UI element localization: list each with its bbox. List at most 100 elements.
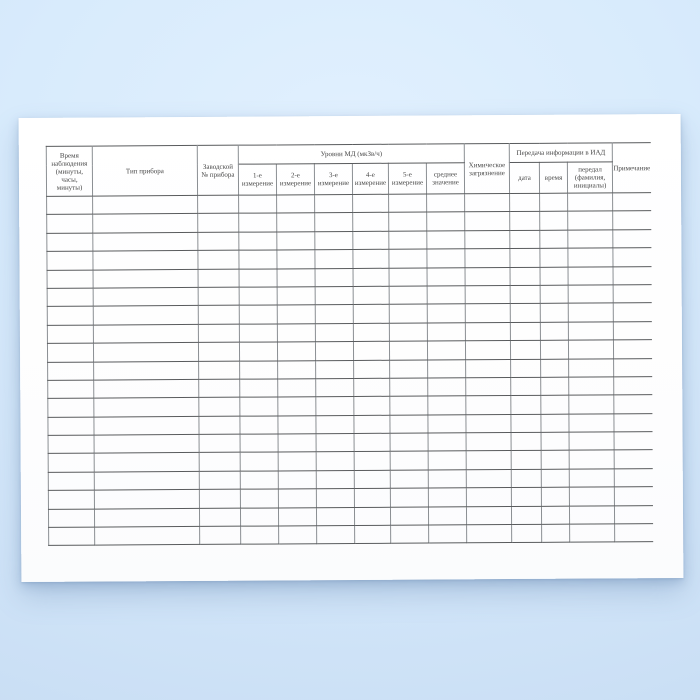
cell-measurement-1 <box>240 489 279 508</box>
header-group-iad-transfer: Передача информации в ИАД <box>509 142 613 163</box>
cell-transfer-date <box>511 432 542 451</box>
cell-measurement-5 <box>388 212 427 232</box>
cell-measurement-1 <box>238 250 278 269</box>
cell-transfer-date <box>511 524 542 543</box>
cell-measurement-5 <box>389 304 428 323</box>
cell-measurement-1 <box>240 507 279 527</box>
cell-factory-number <box>198 268 240 288</box>
cell-transfer-date <box>510 285 541 304</box>
cell-average-value <box>427 304 466 323</box>
cell-measurement-3 <box>316 525 355 545</box>
cell-measurement-2 <box>277 286 316 306</box>
cell-measurement-2 <box>278 470 317 490</box>
cell-transfer-time <box>540 358 569 378</box>
cell-measurement-4 <box>352 194 389 213</box>
table-row <box>48 523 653 546</box>
cell-average-value <box>428 488 467 507</box>
cell-notes <box>613 321 652 341</box>
cell-transfer-time <box>540 266 569 286</box>
cell-measurement-2 <box>276 249 316 269</box>
header-measurement-5: 5-е измерение <box>388 163 427 195</box>
cell-transfer-date <box>510 377 541 396</box>
cell-measurement-5 <box>389 322 428 342</box>
cell-measurement-2 <box>277 305 316 324</box>
header-measurement-4: 4-е измерение <box>352 163 389 195</box>
cell-factory-number <box>197 231 239 251</box>
cell-measurement-4 <box>353 304 390 324</box>
header-label-line: 1-е <box>252 171 262 180</box>
table-header: Время наблюдения (минуты, часы, минуты) Тип п… <box>46 142 651 197</box>
cell-average-value <box>428 469 467 489</box>
header-transfer-time: время <box>539 162 568 194</box>
cell-observation-time <box>46 232 93 252</box>
cell-measurement-2 <box>276 231 315 251</box>
cell-chemical-contamination <box>466 432 512 452</box>
cell-transfer-time <box>541 505 570 525</box>
cell-device-type <box>93 379 199 399</box>
cell-average-value <box>428 432 467 452</box>
header-label-line: измерение <box>241 179 274 188</box>
cell-transfer-date <box>509 248 541 268</box>
cell-transfer-date <box>510 266 541 286</box>
cell-chemical-contamination <box>464 211 510 231</box>
cell-measurement-1 <box>239 323 278 343</box>
cell-measurement-4 <box>354 488 391 508</box>
header-label-line: передал <box>578 165 602 174</box>
cell-measurement-3 <box>314 212 353 232</box>
cell-measurement-1 <box>239 397 278 416</box>
header-label-line: Тип прибора <box>125 166 164 175</box>
cell-measurement-3 <box>314 249 354 269</box>
cell-device-type <box>92 250 199 270</box>
cell-device-type <box>94 434 200 454</box>
cell-notes <box>613 376 652 396</box>
cell-notes <box>614 505 653 524</box>
cell-measurement-5 <box>390 525 429 544</box>
cell-measurement-3 <box>314 194 353 214</box>
cell-observation-time <box>47 398 94 418</box>
cell-measurement-1 <box>240 434 279 453</box>
cell-device-type <box>93 305 199 325</box>
cell-transfer-date <box>509 230 540 249</box>
cell-measurement-3 <box>315 341 354 361</box>
cell-measurement-2 <box>277 378 316 398</box>
cell-factory-number <box>197 250 240 269</box>
cell-chemical-contamination <box>465 377 511 397</box>
cell-measurement-4 <box>352 212 389 232</box>
cell-notes <box>613 266 652 285</box>
cell-measurement-2 <box>278 525 317 545</box>
cell-measurement-3 <box>314 231 353 250</box>
cell-measurement-1 <box>239 305 278 324</box>
cell-measurement-2 <box>277 323 316 343</box>
cell-factory-number <box>198 342 240 361</box>
cell-transfer-date <box>510 303 541 323</box>
cell-measurement-5 <box>388 230 427 250</box>
cell-device-type <box>93 360 199 380</box>
cell-measurement-3 <box>316 507 355 526</box>
cell-transfer-time <box>540 303 569 323</box>
cell-measurement-4 <box>354 506 391 526</box>
cell-chemical-contamination <box>466 469 512 489</box>
header-observation-time: Время наблюдения (минуты, часы, минуты) <box>46 146 93 197</box>
cell-measurement-3 <box>315 268 354 287</box>
cell-measurement-4 <box>353 396 390 416</box>
cell-observation-time <box>47 306 94 326</box>
cell-average-value <box>427 396 466 415</box>
header-label-line: инициалы) <box>573 181 607 190</box>
cell-device-type <box>94 508 200 528</box>
cell-average-value <box>426 248 466 268</box>
cell-measurement-4 <box>352 231 389 250</box>
cell-chemical-contamination <box>465 340 511 360</box>
cell-measurement-4 <box>354 433 391 452</box>
cell-average-value <box>427 267 466 286</box>
cell-transmitted-by <box>568 413 615 433</box>
cell-average-value <box>427 414 467 434</box>
cell-chemical-contamination <box>465 414 512 433</box>
cell-measurement-5 <box>390 488 429 507</box>
header-factory-number: Заводской № прибора <box>197 145 239 196</box>
cell-average-value <box>427 340 466 360</box>
cell-observation-time <box>48 435 95 454</box>
header-label-line: (минуты, <box>55 167 84 176</box>
header-label-line: дата <box>518 173 531 182</box>
header-measurement-1: 1-е измерение <box>238 163 277 196</box>
cell-device-type <box>92 195 198 215</box>
